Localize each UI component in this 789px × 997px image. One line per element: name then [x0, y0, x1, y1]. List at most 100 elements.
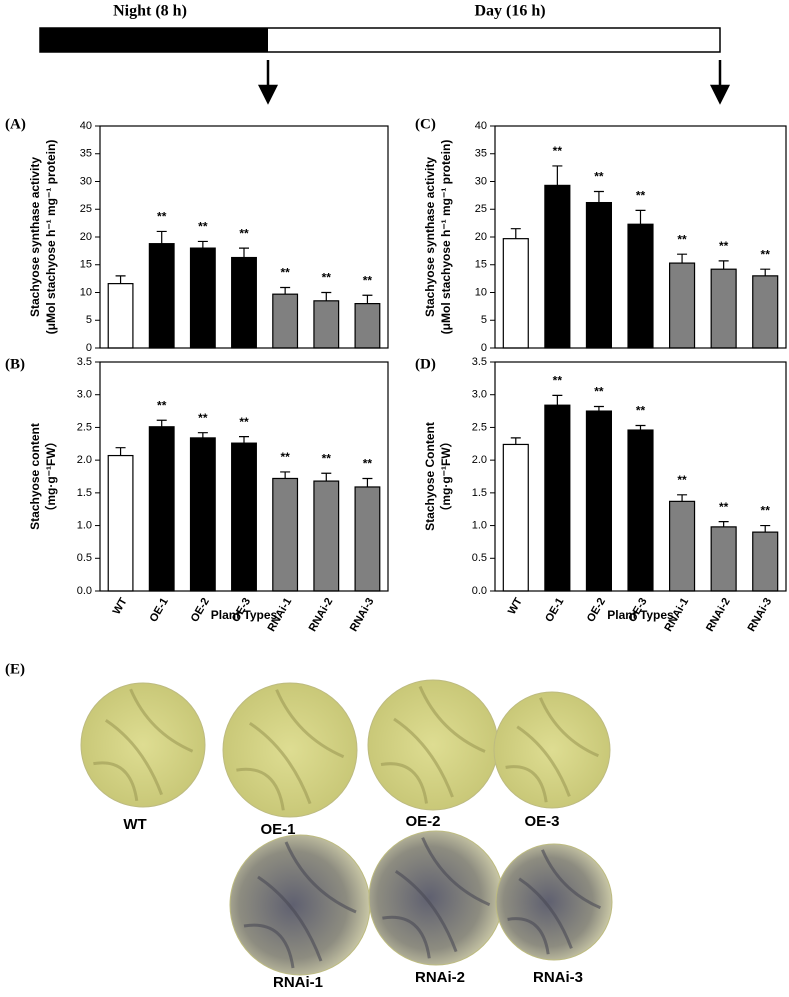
y-tick-label: 2.5 [472, 421, 487, 433]
bar [710, 526, 737, 592]
arrows [257, 60, 731, 105]
error-bar [760, 268, 771, 276]
error-bar [718, 260, 729, 270]
day-label: Day (16 h) [474, 3, 545, 20]
leaf-label: RNAi-2 [415, 969, 465, 986]
error-bar [156, 230, 167, 244]
x-tick-label: OE-1 [543, 596, 566, 624]
panel-label: (C) [415, 116, 436, 132]
bar [627, 223, 654, 349]
significance-label: ** [280, 450, 290, 464]
leaf-label: OE-1 [260, 821, 295, 838]
bar [710, 268, 737, 349]
error-bar [239, 247, 249, 258]
significance-label: ** [239, 226, 249, 240]
error-bar [197, 432, 208, 438]
y-tick-label: 3.5 [472, 356, 487, 368]
y-axis-label: Stachyose content [28, 423, 42, 530]
leaf-disc [229, 834, 371, 976]
error-bar [510, 437, 521, 445]
significance-label: ** [677, 473, 687, 487]
error-bar [552, 394, 563, 406]
y-axis-label: Stachyose synthase activity [423, 157, 437, 317]
bar [627, 429, 654, 592]
error-bar [321, 291, 332, 301]
bar [107, 454, 134, 592]
error-bar [677, 253, 688, 264]
y-tick-label: 3.0 [472, 389, 487, 401]
y-tick-label: 10 [475, 286, 487, 298]
bar [231, 442, 257, 592]
y-tick-label: 0 [481, 342, 487, 354]
y-tick-label: 1.0 [472, 519, 487, 531]
error-bar [510, 228, 521, 239]
bar [354, 303, 381, 349]
leaf-disc [222, 682, 358, 818]
bar [752, 275, 779, 349]
error-bar [280, 471, 291, 479]
leaf-veins [93, 688, 194, 802]
panel-label: (B) [5, 356, 25, 372]
y-tick-label: 1.5 [77, 487, 92, 499]
leaf-veins [382, 837, 491, 959]
y-tick-label: 1.0 [77, 519, 92, 531]
y-tick-label: 2.5 [77, 421, 92, 433]
error-bar [552, 165, 563, 186]
error-bar [115, 447, 126, 456]
bar [668, 262, 696, 349]
significance-label: ** [553, 374, 563, 388]
error-bar [760, 524, 771, 533]
error-bar [362, 294, 373, 304]
significance-label: ** [719, 500, 729, 514]
bar [544, 404, 571, 592]
leaf-veins [243, 841, 357, 969]
significance-label: ** [636, 189, 646, 203]
bar [668, 500, 696, 592]
x-tick-label: WT [111, 596, 130, 617]
error-bar [197, 240, 208, 249]
bar [585, 201, 613, 349]
x-axis-label: Plant Types [211, 608, 278, 622]
leaf-disc [80, 682, 206, 808]
bar [189, 247, 216, 349]
bar [272, 293, 299, 349]
bar [544, 184, 571, 349]
night-bar [40, 28, 268, 52]
x-tick-label: RNAi-3 [348, 596, 377, 634]
y-tick-label: 15 [475, 259, 487, 271]
y-tick-label: 30 [475, 175, 487, 187]
significance-label: ** [280, 266, 290, 280]
plot-frame [494, 361, 787, 592]
significance-label: ** [198, 411, 208, 425]
leaf-label: RNAi-3 [533, 969, 583, 986]
leaf-disc [495, 843, 613, 961]
plot-frame [99, 361, 389, 592]
bar [502, 443, 529, 592]
leaf-disc [368, 830, 504, 966]
y-tick-label: 40 [80, 120, 92, 132]
leaf-label: RNAi-1 [273, 974, 323, 991]
night-label: Night (8 h) [113, 3, 187, 20]
leaf-veins [236, 689, 345, 811]
y-tick-label: 0.0 [472, 585, 487, 597]
y-axis-label: Stachyose Content [423, 422, 437, 531]
y-tick-label: 40 [475, 120, 487, 132]
y-tick-label: 20 [80, 231, 92, 243]
bar [231, 256, 257, 349]
bar [585, 410, 613, 592]
bar [354, 486, 381, 592]
x-tick-label: OE-2 [189, 596, 212, 624]
significance-label: ** [761, 504, 771, 518]
y-tick-label: 25 [80, 203, 92, 215]
y-axis-label: (μMol stachyose h⁻¹ mg⁻¹ protein) [439, 140, 453, 335]
error-bar [718, 521, 729, 527]
significance-label: ** [719, 239, 729, 253]
y-tick-label: 5 [86, 314, 92, 326]
bar [272, 477, 299, 592]
error-bar [593, 190, 604, 203]
error-bar [239, 435, 249, 444]
significance-label: ** [594, 170, 604, 184]
bar [107, 283, 134, 349]
